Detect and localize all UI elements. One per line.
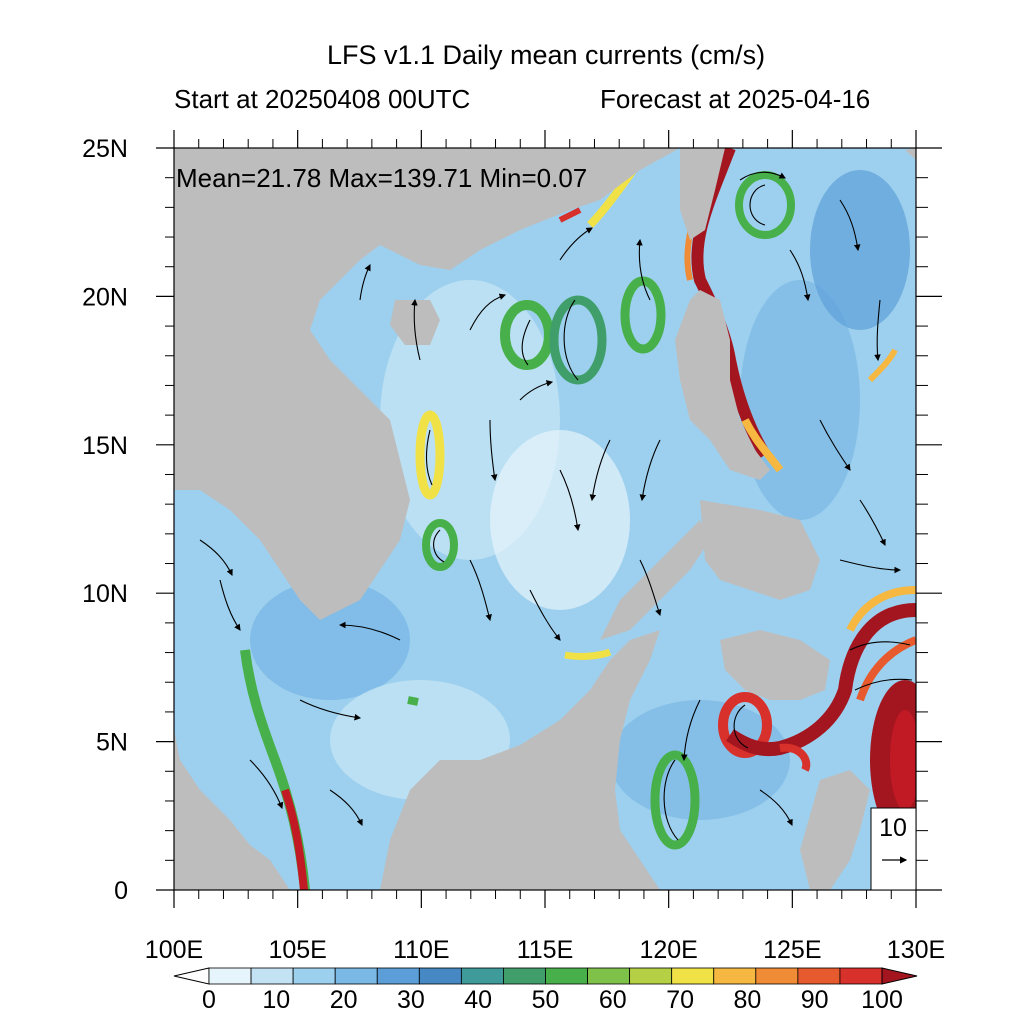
map-title: LFS v1.1 Daily mean currents (cm/s): [326, 40, 766, 70]
colorbar-box: [208, 967, 252, 985]
colorbar-label: 50: [532, 986, 560, 1014]
colorbar-label: 40: [464, 986, 492, 1014]
x-tick-label: 105E: [268, 936, 326, 964]
forecast-time-label: Forecast at 2025-04-16: [600, 84, 871, 114]
land-mask: [174, 148, 916, 890]
x-tick-label: 120E: [639, 936, 697, 964]
speed-field: [240, 148, 916, 890]
colorbar-box: [292, 967, 336, 985]
colorbar-label: 80: [733, 986, 761, 1014]
colorbar-box: [376, 967, 420, 985]
y-tick-label: 20N: [82, 283, 128, 311]
reference-vector-label: 10: [879, 814, 907, 842]
y-tick-label: 25N: [82, 135, 128, 163]
colorbar-box: [503, 967, 546, 985]
colorbar: 0 10 20 30 40 50 60 70 80 90 100: [173, 967, 918, 1014]
start-time-label: Start at 20250408 00UTC: [174, 84, 471, 114]
colorbar-box: [460, 967, 504, 985]
colorbar-box: [671, 967, 715, 985]
x-tick-label: 110E: [393, 936, 450, 964]
colorbar-box: [713, 967, 757, 985]
y-tick-label: 0: [114, 877, 128, 905]
colorbar-box: [839, 967, 883, 985]
y-tick-label: 10N: [82, 580, 128, 608]
colorbar-box: [797, 967, 841, 985]
x-tick-label: 130E: [887, 936, 945, 964]
x-tick-label: 100E: [145, 936, 203, 964]
colorbar-box: [418, 967, 462, 985]
current-streamlines: [199, 171, 913, 841]
colorbar-label: 90: [801, 986, 829, 1014]
colorbar-label: 10: [262, 986, 290, 1014]
colorbar-label: 100: [861, 986, 903, 1014]
colorbar-over-arrow: [881, 967, 918, 985]
colorbar-box: [755, 967, 799, 985]
colorbar-label: 30: [397, 986, 425, 1014]
colorbar-box: [629, 967, 673, 985]
colorbar-box: [587, 967, 631, 985]
colorbar-box: [250, 967, 294, 985]
colorbar-label: 60: [599, 986, 627, 1014]
colorbar-under-arrow: [173, 967, 210, 985]
y-tick-label: 5N: [96, 729, 128, 757]
stats-text: Mean=21.78 Max=139.71 Min=0.07: [176, 163, 587, 193]
reference-vector: 10: [870, 807, 917, 891]
x-tick-label: 125E: [763, 936, 821, 964]
colorbar-box: [334, 967, 378, 985]
colorbar-label: 0: [202, 986, 216, 1014]
colorbar-label: 20: [330, 986, 358, 1014]
colorbar-box: [545, 967, 588, 985]
x-tick-label: 115E: [517, 936, 574, 964]
colorbar-label: 70: [666, 986, 694, 1014]
y-axis: 0 5N 10N 15N 20N 25N: [82, 135, 942, 905]
y-tick-label: 15N: [82, 432, 128, 460]
x-axis: 100E 105E 110E 115E 120E 125E 130E: [145, 130, 945, 964]
